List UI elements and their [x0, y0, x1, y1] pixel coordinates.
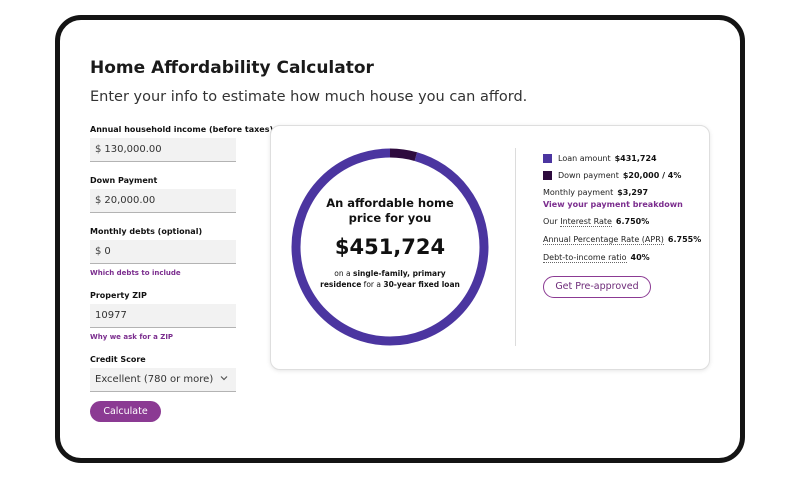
why-zip-link[interactable]: Why we ask for a ZIP [90, 333, 174, 341]
chevron-down-icon [220, 376, 228, 381]
monthly-debts-label: Monthly debts (optional) [90, 227, 203, 236]
monthly-debts-input[interactable]: $0 [90, 240, 236, 264]
credit-score-value: Excellent (780 or more) [95, 374, 214, 385]
down-payment-input[interactable]: $20,000.00 [90, 189, 236, 213]
apr-row: Annual Percentage Rate (APR) 6.755% [543, 235, 702, 245]
dti-tooltip[interactable]: Debt-to-income ratio [543, 253, 627, 263]
page-title: Home Affordability Calculator [90, 58, 374, 78]
rate-label-prefix: Our [543, 217, 561, 226]
calculate-button[interactable]: Calculate [90, 401, 161, 422]
income-input[interactable]: $130,000.00 [90, 138, 236, 162]
page-subtitle: Enter your info to estimate how much hou… [90, 89, 528, 105]
monthly-label: Monthly payment [543, 188, 614, 197]
zip-value: 10977 [95, 310, 127, 321]
currency-prefix: $ [95, 144, 102, 155]
loan-value: $431,724 [614, 154, 657, 163]
loan-label: Loan amount [558, 154, 611, 163]
note-part: for a [361, 280, 384, 289]
zip-input[interactable]: 10977 [90, 304, 236, 328]
interest-rate-row: Our Interest Rate 6.750% [543, 217, 650, 227]
which-debts-link[interactable]: Which debts to include [90, 269, 181, 277]
apr-tooltip[interactable]: Annual Percentage Rate (APR) [543, 235, 664, 245]
interest-rate-tooltip[interactable]: Interest Rate [560, 217, 612, 227]
down-label: Down payment [558, 171, 619, 180]
affordable-heading: An affordable home price for you [310, 196, 470, 226]
currency-prefix: $ [95, 246, 102, 257]
income-value: 130,000.00 [104, 144, 162, 155]
card-divider [515, 148, 516, 346]
apr-value: 6.755% [667, 235, 702, 244]
dti-row: Debt-to-income ratio 40% [543, 253, 650, 263]
legend-down-payment: Down payment $20,000 / 4% [543, 171, 681, 180]
affordable-price: $451,724 [334, 235, 446, 259]
income-label: Annual household income (before taxes) [90, 125, 274, 134]
affordable-heading-line-2: price for you [348, 211, 432, 225]
currency-prefix: $ [95, 195, 102, 206]
monthly-debts-value: 0 [104, 246, 111, 257]
note-bold: residence [320, 280, 362, 289]
affordable-heading-line-1: An affordable home [326, 196, 454, 210]
note-bold: 30-year fixed loan [383, 280, 460, 289]
credit-score-select[interactable]: Excellent (780 or more) [90, 368, 236, 392]
loan-swatch [543, 154, 552, 163]
affordability-donut-chart [291, 148, 489, 346]
monthly-value: $3,297 [617, 188, 649, 197]
credit-score-label: Credit Score [90, 355, 146, 364]
note-bold: single-family, primary [353, 269, 446, 278]
payment-breakdown-link[interactable]: View your payment breakdown [543, 200, 683, 209]
down-payment-arc [291, 148, 489, 346]
legend-loan-amount: Loan amount $431,724 [543, 154, 657, 163]
zip-label: Property ZIP [90, 291, 147, 300]
down-payment-value: 20,000.00 [104, 195, 156, 206]
dti-value: 40% [630, 253, 650, 262]
down-swatch [543, 171, 552, 180]
loan-type-note: on a single-family, primary residence for… [310, 268, 470, 290]
down-value: $20,000 / 4% [622, 171, 682, 180]
get-preapproved-button[interactable]: Get Pre-approved [543, 276, 651, 298]
down-payment-label: Down Payment [90, 176, 158, 185]
rate-value: 6.750% [615, 217, 650, 226]
note-part: on a [334, 269, 354, 278]
monthly-payment-row: Monthly payment $3,297 [543, 188, 648, 197]
affordable-price-summary: An affordable home price for you $451,72… [310, 196, 470, 290]
